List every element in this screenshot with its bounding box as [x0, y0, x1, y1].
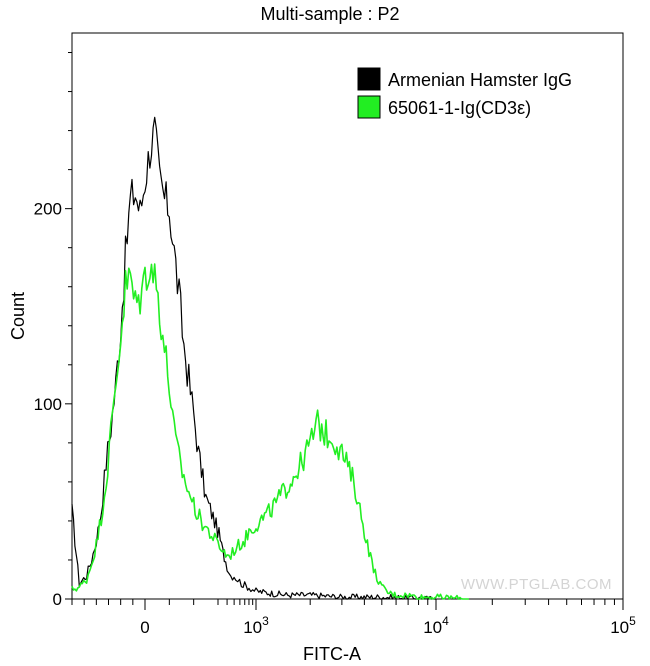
chart-title: Multi-sample : P2 [260, 4, 399, 24]
x-axis-ticks: 0 103 104 105 [71, 599, 636, 637]
legend-label-armenian-hamster-igg: Armenian Hamster IgG [388, 70, 572, 90]
y-axis-ticks: 0 100 200 [34, 52, 72, 609]
series-line-65061-1-ig-cd3e [71, 263, 469, 600]
x-axis-label: FITC-A [303, 644, 361, 664]
x-tick-label: 105 [610, 614, 636, 637]
series-layer [71, 116, 469, 600]
y-tick-label: 100 [34, 395, 62, 414]
legend: Armenian Hamster IgG 65061-1-Ig(CD3ε) [357, 67, 572, 119]
y-axis-label: Count [8, 292, 28, 340]
x-tick-label: 104 [423, 614, 449, 637]
x-tick-label: 103 [243, 614, 269, 637]
legend-swatch-65061-1-ig-cd3e [357, 95, 381, 119]
watermark: WWW.PTGLAB.COM [461, 576, 612, 593]
x-tick-label: 0 [140, 618, 149, 637]
y-tick-label: 0 [53, 590, 62, 609]
legend-swatch-armenian-hamster-igg [357, 67, 381, 91]
legend-label-65061-1-ig-cd3e: 65061-1-Ig(CD3ε) [388, 98, 531, 118]
series-line-armenian-hamster-igg [71, 116, 436, 600]
y-tick-label: 200 [34, 200, 62, 219]
